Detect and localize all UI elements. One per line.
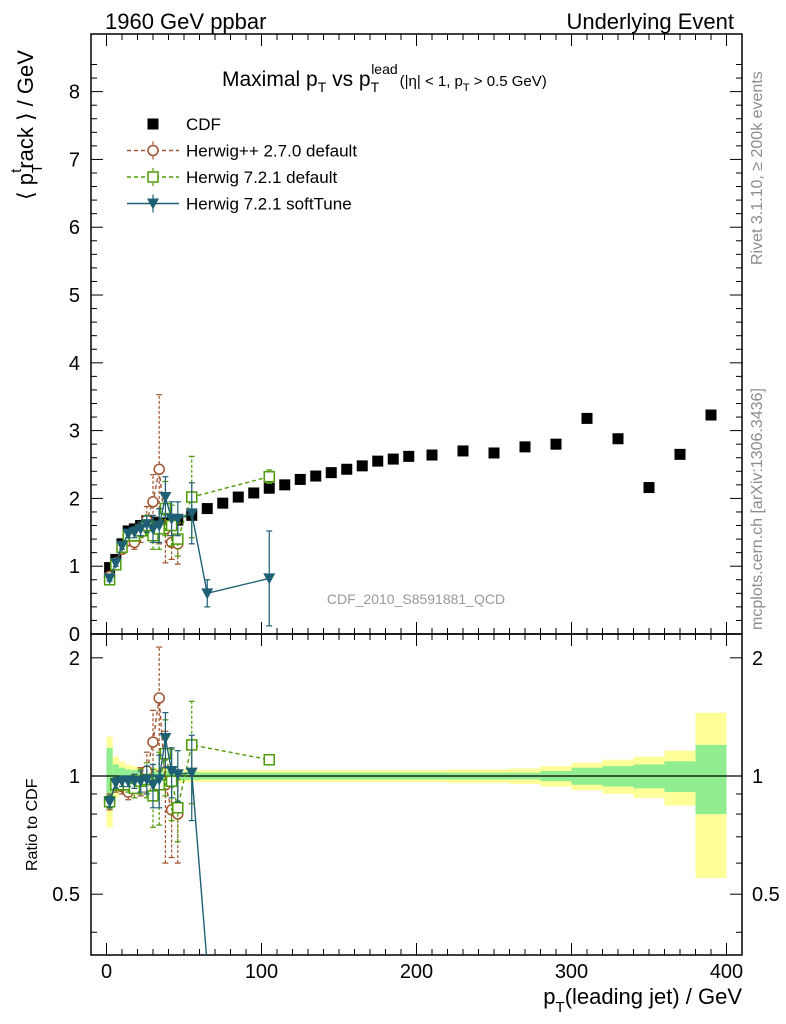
main-point-cdf [550,438,562,450]
main-point-herwig-7-2-1-softtune [201,588,214,600]
legend-label-herwig-7-2-1-softtune: Herwig 7.2.1 softTune [186,195,352,214]
main-point-herwig-7-2-1-softtune [134,523,147,535]
y-tick-label: 5 [69,285,80,307]
y-tick-label: 1 [69,556,80,578]
main-point-cdf [612,433,624,445]
main-point-cdf [457,445,469,457]
ratio-band-inner [106,747,113,810]
main-point-cdf [325,467,337,479]
main-point-herwig-7-2-1-softtune [147,523,159,535]
main-point-herwig-7-2-1-softtune [263,573,276,585]
ratio-y-tick-label-right: 0.5 [752,884,780,906]
main-point-cdf [279,479,291,491]
main-point-cdf [232,491,244,503]
main-point-herwig-7-2-1-default [263,470,275,483]
main-point-herwig-7-2-1-softtune [140,519,153,531]
ratio-y-tick-label: 2 [69,648,80,670]
ratio-point-herwig-2-7-0-default [147,736,159,748]
ratio-point-herwig-7-2-1-default [263,754,275,766]
x-tick-label: 100 [245,961,278,983]
y-tick-label: 2 [69,488,80,510]
ratio-band-inner [664,761,696,793]
legend-label-herwig-7-2-1-default: Herwig 7.2.1 default [186,168,337,187]
ratio-point-herwig-7-2-1-softtune [140,774,153,786]
ratio-point-herwig-7-2-1-softtune [165,765,178,777]
x-tick-label: 400 [710,961,743,983]
y-tick-label: 3 [69,421,80,443]
y-tick-label: 7 [69,149,80,171]
x-tick-label: 200 [400,961,433,983]
main-point-herwig-7-2-1-softtune [185,508,198,520]
main-point-cdf [217,497,229,509]
legend-marker-cdf [147,118,159,130]
y-tick-label: 6 [69,217,80,239]
ratio-band-inner [695,744,727,815]
analysis-tag: CDF_2010_S8591881_QCD [327,591,505,607]
main-point-cdf [310,470,322,482]
main-point-cdf [104,562,116,574]
main-point-cdf [294,473,306,485]
main-point-herwig-7-2-1-softtune [153,520,166,532]
header-right: Underlying Event [566,9,734,34]
legend-marker-herwig-7-2-1-softtune [147,198,159,210]
ratio-point-herwig-2-7-0-default [153,692,165,704]
y-tick-label: 4 [69,353,80,375]
main-point-cdf [341,463,353,475]
legend-label-herwig-2-7-0-default: Herwig++ 2.7.0 default [186,142,357,161]
ratio-y-tick-label-right: 2 [752,648,763,670]
main-point-cdf [387,453,399,465]
ratio-plot-area: 0 100 200 300 400 0.5 0.5 1 1 2 2 [52,633,780,983]
main-point-cdf [403,450,415,462]
ratio-y-tick-label: 1 [69,766,80,788]
ratio-ylabel: Ratio to CDF [24,778,41,871]
main-point-cdf [356,460,368,472]
legend-label-cdf: CDF [186,115,221,134]
main-point-cdf [488,447,500,459]
y-tick-label: 8 [69,82,80,104]
main-point-herwig-7-2-1-softtune [171,513,184,525]
main-point-cdf [201,503,213,515]
ratio-point-herwig-7-2-1-softtune [159,732,172,744]
ratio-point-herwig-7-2-1-softtune [147,779,159,791]
main-point-herwig-7-2-1-softtune [159,492,172,504]
legend: CDF Herwig++ 2.7.0 default Herwig 7.2.1 de… [127,115,357,214]
main-point-cdf [705,409,717,421]
ratio-point-herwig-7-2-1-softtune [201,960,213,971]
main-point-herwig-2-7-0-default [153,463,165,476]
main-point-cdf [426,449,438,461]
main-point-cdf [674,448,686,460]
ratio-y-tick-label-right: 1 [752,766,763,788]
main-point-cdf [581,412,593,424]
ratio-point-herwig-7-2-1-softtune [185,767,198,779]
mcplots-label: mcplots.cern.ch [arXiv:1306.3436] [749,388,766,630]
ratio-y-tick-label: 0.5 [52,884,80,906]
x-axis-label: pT(leading jet) / GeV [543,984,742,1016]
ratio-point-herwig-7-2-1-default [172,802,184,814]
main-point-herwig-7-2-1-softtune [116,540,128,552]
main-point-herwig-2-7-0-default [147,496,159,508]
ratio-frame [90,633,743,956]
rivet-label: Rivet 3.1.10, ≥ 200k events [749,71,766,265]
main-point-cdf [519,441,531,453]
main-point-cdf [263,482,275,494]
main-plot-area: 0 1 2 3 4 5 6 7 8 [69,33,743,955]
main-point-cdf [248,487,260,499]
main-point-cdf [372,455,384,467]
header-left: 1960 GeV ppbar [105,9,266,34]
main-point-herwig-7-2-1-softtune [109,557,122,569]
legend-marker-herwig-2-7-0-default [147,144,159,157]
main-point-cdf [643,482,655,494]
main-ylabel: ⟨ pTtrack ⟩ / GeV [8,50,46,200]
x-tick-label: 300 [555,961,588,983]
ratio-point-herwig-7-2-1-softtune [171,769,184,781]
x-tick-label: 0 [101,961,112,983]
main-point-herwig-7-2-1-softtune [103,573,116,585]
legend-marker-herwig-7-2-1-default [147,171,159,183]
ratio-point-herwig-7-2-1-softtune [153,774,166,786]
main-plot-title: Maximal pT vs pTlead(|η| < 1, pT > 0.5 G… [222,61,547,95]
ratio-point-herwig-7-2-1-softtune [103,796,116,808]
y-tick-label: 0 [69,624,80,646]
main-point-herwig-7-2-1-softtune [128,527,141,539]
